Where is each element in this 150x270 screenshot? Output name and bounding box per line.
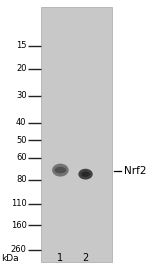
- Text: 60: 60: [16, 153, 27, 163]
- Text: 2: 2: [82, 253, 89, 263]
- Text: 260: 260: [11, 245, 27, 254]
- Text: 15: 15: [16, 41, 27, 50]
- Text: Nrf2: Nrf2: [124, 166, 146, 177]
- Text: 50: 50: [16, 136, 27, 145]
- Text: 30: 30: [16, 91, 27, 100]
- Text: kDa: kDa: [2, 254, 19, 263]
- Ellipse shape: [81, 171, 90, 177]
- Text: 40: 40: [16, 118, 27, 127]
- Ellipse shape: [55, 167, 66, 173]
- Ellipse shape: [78, 169, 93, 180]
- Text: 110: 110: [11, 199, 27, 208]
- Ellipse shape: [52, 164, 69, 177]
- Text: 1: 1: [57, 253, 63, 263]
- Text: 20: 20: [16, 64, 27, 73]
- Text: 80: 80: [16, 175, 27, 184]
- Bar: [41, 7, 112, 262]
- Text: 160: 160: [11, 221, 27, 230]
